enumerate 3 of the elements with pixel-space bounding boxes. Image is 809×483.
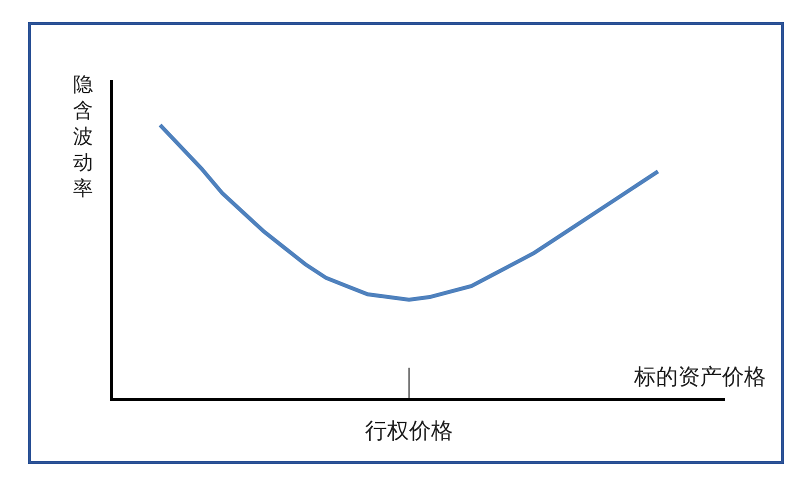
x-axis-title: 标的资产价格	[633, 365, 766, 390]
y-axis-title: 隐含波动率	[73, 72, 93, 200]
text: 行权价格	[365, 419, 453, 444]
